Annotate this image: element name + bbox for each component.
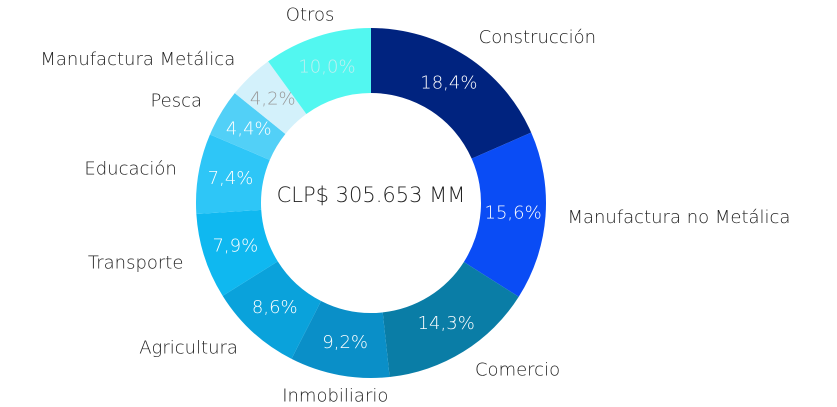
value-label: 7,9% [212, 236, 258, 257]
value-label: 10,0% [298, 56, 355, 77]
value-label: 4,2% [250, 89, 296, 110]
value-label: 15,6% [485, 203, 542, 224]
value-label: 9,2% [322, 332, 368, 353]
donut-slice [371, 28, 532, 159]
category-label: Inmobiliario [282, 386, 388, 407]
value-label: 8,6% [252, 297, 298, 318]
donut-slice [268, 28, 371, 115]
category-label: Educación [84, 159, 176, 180]
value-label: 7,4% [208, 168, 254, 189]
category-label: Transporte [88, 252, 184, 273]
category-label: Construcción [479, 27, 596, 48]
center-label: CLP$ 305.653 MM [277, 183, 466, 207]
category-label: Manufactura Metálica [40, 49, 235, 70]
donut-slice [291, 301, 390, 378]
category-label: Agricultura [139, 337, 238, 358]
category-label: Comercio [475, 359, 560, 380]
value-label: 18,4% [420, 73, 477, 94]
donut-slice [234, 61, 307, 134]
donut-slice [209, 93, 286, 160]
donut-slice [196, 134, 270, 214]
donut-slice [196, 209, 278, 296]
category-label: Manufactura no Metálica [567, 207, 790, 228]
value-label: 4,4% [226, 119, 272, 140]
donut-slice [382, 261, 519, 378]
value-label: 14,3% [418, 313, 475, 334]
donut-slice [222, 261, 322, 359]
category-label: Otros [286, 5, 335, 26]
donut-slice [463, 132, 546, 297]
category-label: Pesca [150, 91, 202, 112]
